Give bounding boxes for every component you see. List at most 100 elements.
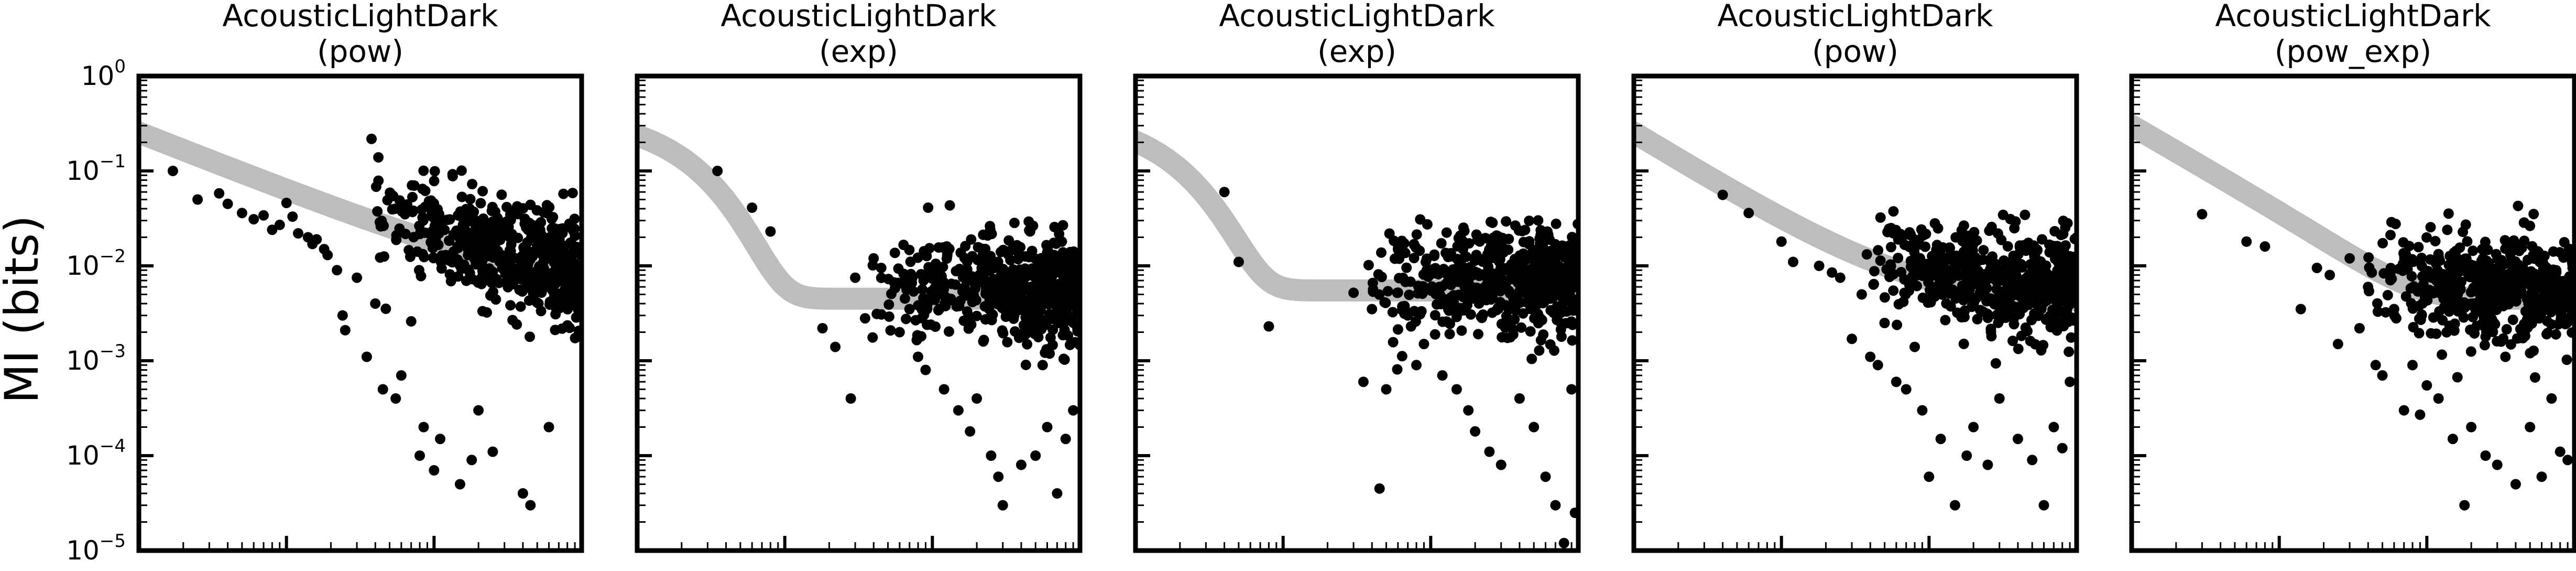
data-point xyxy=(2416,252,2427,263)
data-point xyxy=(1486,287,1497,298)
data-point xyxy=(867,332,878,343)
data-point xyxy=(525,199,536,210)
data-point xyxy=(1534,345,1545,356)
data-point xyxy=(571,295,582,306)
data-point xyxy=(311,234,322,245)
data-point xyxy=(2431,328,2442,339)
data-point xyxy=(2525,220,2536,231)
data-point xyxy=(444,214,455,225)
data-point xyxy=(1554,243,1565,254)
data-point xyxy=(1988,267,1999,278)
data-point xyxy=(986,229,997,240)
data-point xyxy=(1915,261,1925,271)
data-point xyxy=(978,335,989,346)
data-point xyxy=(407,191,418,202)
data-point xyxy=(2560,319,2571,330)
data-point xyxy=(561,262,572,273)
data-point xyxy=(447,257,458,268)
data-point xyxy=(1788,256,1798,267)
data-point xyxy=(2415,314,2426,325)
data-point xyxy=(1514,393,1525,404)
data-point xyxy=(1389,253,1400,264)
data-point xyxy=(2426,272,2437,283)
data-point xyxy=(517,274,528,285)
data-point xyxy=(453,210,463,221)
data-point xyxy=(370,298,381,309)
data-point xyxy=(1961,450,1972,461)
data-point xyxy=(2499,235,2510,246)
data-point xyxy=(1049,238,1059,249)
data-point xyxy=(1995,305,2006,316)
data-point xyxy=(1879,318,1890,328)
data-point xyxy=(1926,293,1937,304)
data-point xyxy=(1029,320,1040,331)
data-point xyxy=(1060,310,1071,321)
data-point xyxy=(1441,227,1452,238)
data-point xyxy=(2010,263,2021,274)
data-point xyxy=(1545,339,1556,350)
data-point xyxy=(1875,255,1886,266)
data-point xyxy=(258,210,269,221)
data-point xyxy=(2035,268,2046,279)
data-point xyxy=(332,265,343,276)
data-point xyxy=(2382,289,2393,300)
data-point xyxy=(562,320,573,331)
data-point xyxy=(2466,422,2477,433)
data-point xyxy=(2515,324,2526,335)
data-point xyxy=(570,276,581,287)
data-point xyxy=(2507,314,2518,325)
data-point xyxy=(1367,304,1378,315)
data-point xyxy=(274,219,285,230)
data-point xyxy=(1532,245,1543,256)
data-point xyxy=(538,207,549,218)
subplot-subtitle: (exp) xyxy=(1317,34,1396,69)
data-point xyxy=(1010,326,1020,337)
data-point xyxy=(1446,251,1457,262)
data-point xyxy=(1453,233,1464,244)
data-point xyxy=(487,446,498,457)
data-point xyxy=(2434,306,2445,317)
data-point xyxy=(765,226,776,237)
data-point xyxy=(1896,267,1907,277)
data-point xyxy=(1776,236,1787,247)
data-point xyxy=(1050,284,1061,295)
data-point xyxy=(2563,243,2574,254)
data-point xyxy=(2065,376,2076,387)
data-point xyxy=(1950,293,1961,304)
subplot-subtitle: (pow) xyxy=(317,34,403,69)
data-point xyxy=(2060,255,2071,266)
data-point xyxy=(1533,215,1544,226)
data-point xyxy=(511,319,522,330)
data-point xyxy=(1420,256,1431,267)
data-point xyxy=(1041,319,1052,330)
data-point xyxy=(1555,267,1566,277)
data-point xyxy=(1411,229,1422,240)
data-point xyxy=(1493,282,1504,293)
data-point xyxy=(1869,278,1879,289)
data-point xyxy=(1531,308,1542,318)
data-point xyxy=(2515,282,2526,293)
data-point xyxy=(1037,360,1048,371)
data-point xyxy=(1542,226,1553,237)
data-point xyxy=(2513,200,2524,211)
data-point xyxy=(1893,233,1904,244)
data-point xyxy=(1567,319,1578,330)
data-point xyxy=(1425,269,1436,280)
data-point xyxy=(1042,422,1053,433)
data-point xyxy=(222,198,233,209)
data-point xyxy=(544,296,555,307)
data-point xyxy=(1892,319,1903,330)
data-point xyxy=(2324,270,2335,281)
data-point xyxy=(1443,278,1454,289)
data-point xyxy=(1068,405,1079,416)
data-point xyxy=(522,224,533,235)
data-point xyxy=(2002,241,2013,252)
data-point xyxy=(2443,208,2454,219)
data-point xyxy=(1033,331,1044,342)
data-point xyxy=(496,189,507,200)
data-point xyxy=(1415,309,1426,320)
data-point xyxy=(429,236,440,247)
data-point xyxy=(2513,260,2524,271)
data-point xyxy=(1885,242,1896,253)
